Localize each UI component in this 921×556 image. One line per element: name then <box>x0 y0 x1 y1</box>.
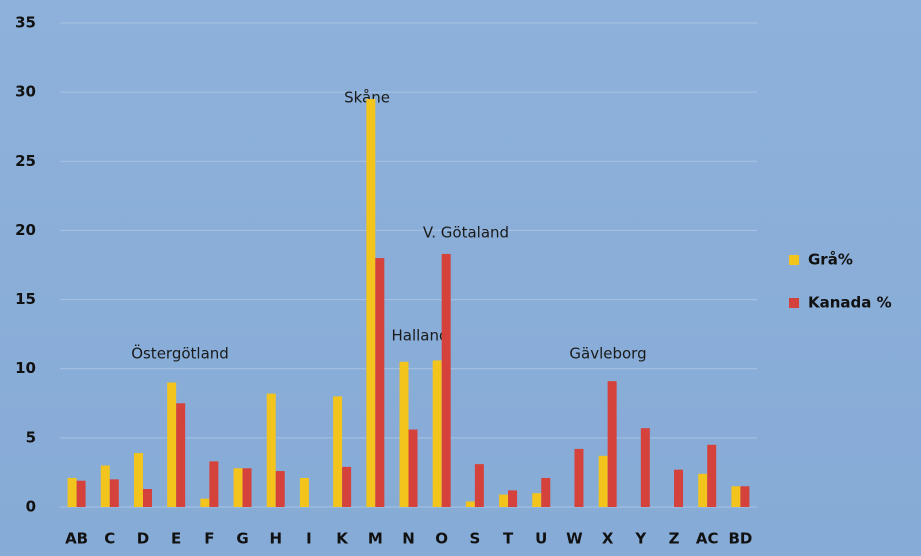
x-tick-label: AB <box>65 530 88 548</box>
x-tick-label: M <box>368 530 383 548</box>
bar <box>532 493 542 507</box>
bar <box>275 471 285 507</box>
bar <box>76 480 86 507</box>
legend-label: Kanada % <box>808 294 892 312</box>
annotation: Halland <box>391 327 448 345</box>
bar <box>342 466 352 507</box>
y-tick-label: 30 <box>15 83 36 101</box>
bar <box>640 428 650 507</box>
bar <box>375 258 385 507</box>
bar <box>266 393 276 507</box>
x-tick-label: AC <box>696 530 719 548</box>
x-tick-label: N <box>402 530 415 548</box>
annotation: V. Götaland <box>423 224 509 242</box>
bar <box>740 486 750 507</box>
x-tick-label: S <box>469 530 480 548</box>
bar <box>167 382 177 507</box>
x-tick-label: I <box>306 530 312 548</box>
y-tick-label: 10 <box>15 359 36 377</box>
bar <box>142 489 152 507</box>
annotation: Östergötland <box>131 344 229 363</box>
bar <box>209 461 219 507</box>
bar <box>133 453 143 507</box>
x-tick-label: H <box>269 530 282 548</box>
bar <box>408 429 418 507</box>
bar <box>607 381 617 507</box>
legend-swatch <box>789 255 799 265</box>
bar <box>441 253 451 507</box>
x-tick-label: F <box>204 530 214 548</box>
bar <box>100 465 110 507</box>
bar <box>731 486 741 507</box>
bar <box>598 455 608 507</box>
bar <box>707 444 717 507</box>
bar <box>465 501 475 507</box>
legend-label: Grå% <box>808 251 853 269</box>
bar <box>333 396 343 507</box>
x-tick-label: E <box>171 530 181 548</box>
annotation: Gävleborg <box>569 345 646 363</box>
x-tick-label: X <box>602 530 614 548</box>
x-tick-label: Y <box>634 530 647 548</box>
bar <box>366 99 376 508</box>
bar <box>109 479 119 507</box>
legend-swatch <box>789 298 799 308</box>
x-tick-label: C <box>104 530 115 548</box>
bar <box>67 477 77 507</box>
y-tick-label: 0 <box>26 498 36 516</box>
x-tick-label: O <box>435 530 448 548</box>
x-tick-label: W <box>566 530 583 548</box>
bar <box>176 403 186 507</box>
bar <box>474 464 484 507</box>
x-tick-label: BD <box>728 530 752 548</box>
bar <box>674 469 684 507</box>
bar <box>299 477 309 507</box>
bar <box>698 473 708 507</box>
bar <box>541 477 551 507</box>
y-tick-label: 5 <box>26 428 36 446</box>
bar <box>200 498 210 507</box>
x-tick-label: G <box>236 530 248 548</box>
x-tick-label: K <box>336 530 349 548</box>
bar <box>242 468 252 507</box>
y-tick-label: 25 <box>15 152 36 170</box>
y-tick-label: 15 <box>15 290 36 308</box>
bar <box>399 361 409 507</box>
annotation: Skåne <box>344 89 390 107</box>
x-tick-label: T <box>503 530 514 548</box>
bar <box>432 360 442 507</box>
y-tick-label: 20 <box>15 221 36 239</box>
bar <box>508 490 518 507</box>
x-tick-label: U <box>535 530 547 548</box>
bar <box>233 468 243 507</box>
x-tick-label: D <box>137 530 149 548</box>
x-tick-label: Z <box>669 530 680 548</box>
bar <box>499 494 509 507</box>
y-tick-label: 35 <box>15 14 36 32</box>
bar <box>574 448 584 507</box>
